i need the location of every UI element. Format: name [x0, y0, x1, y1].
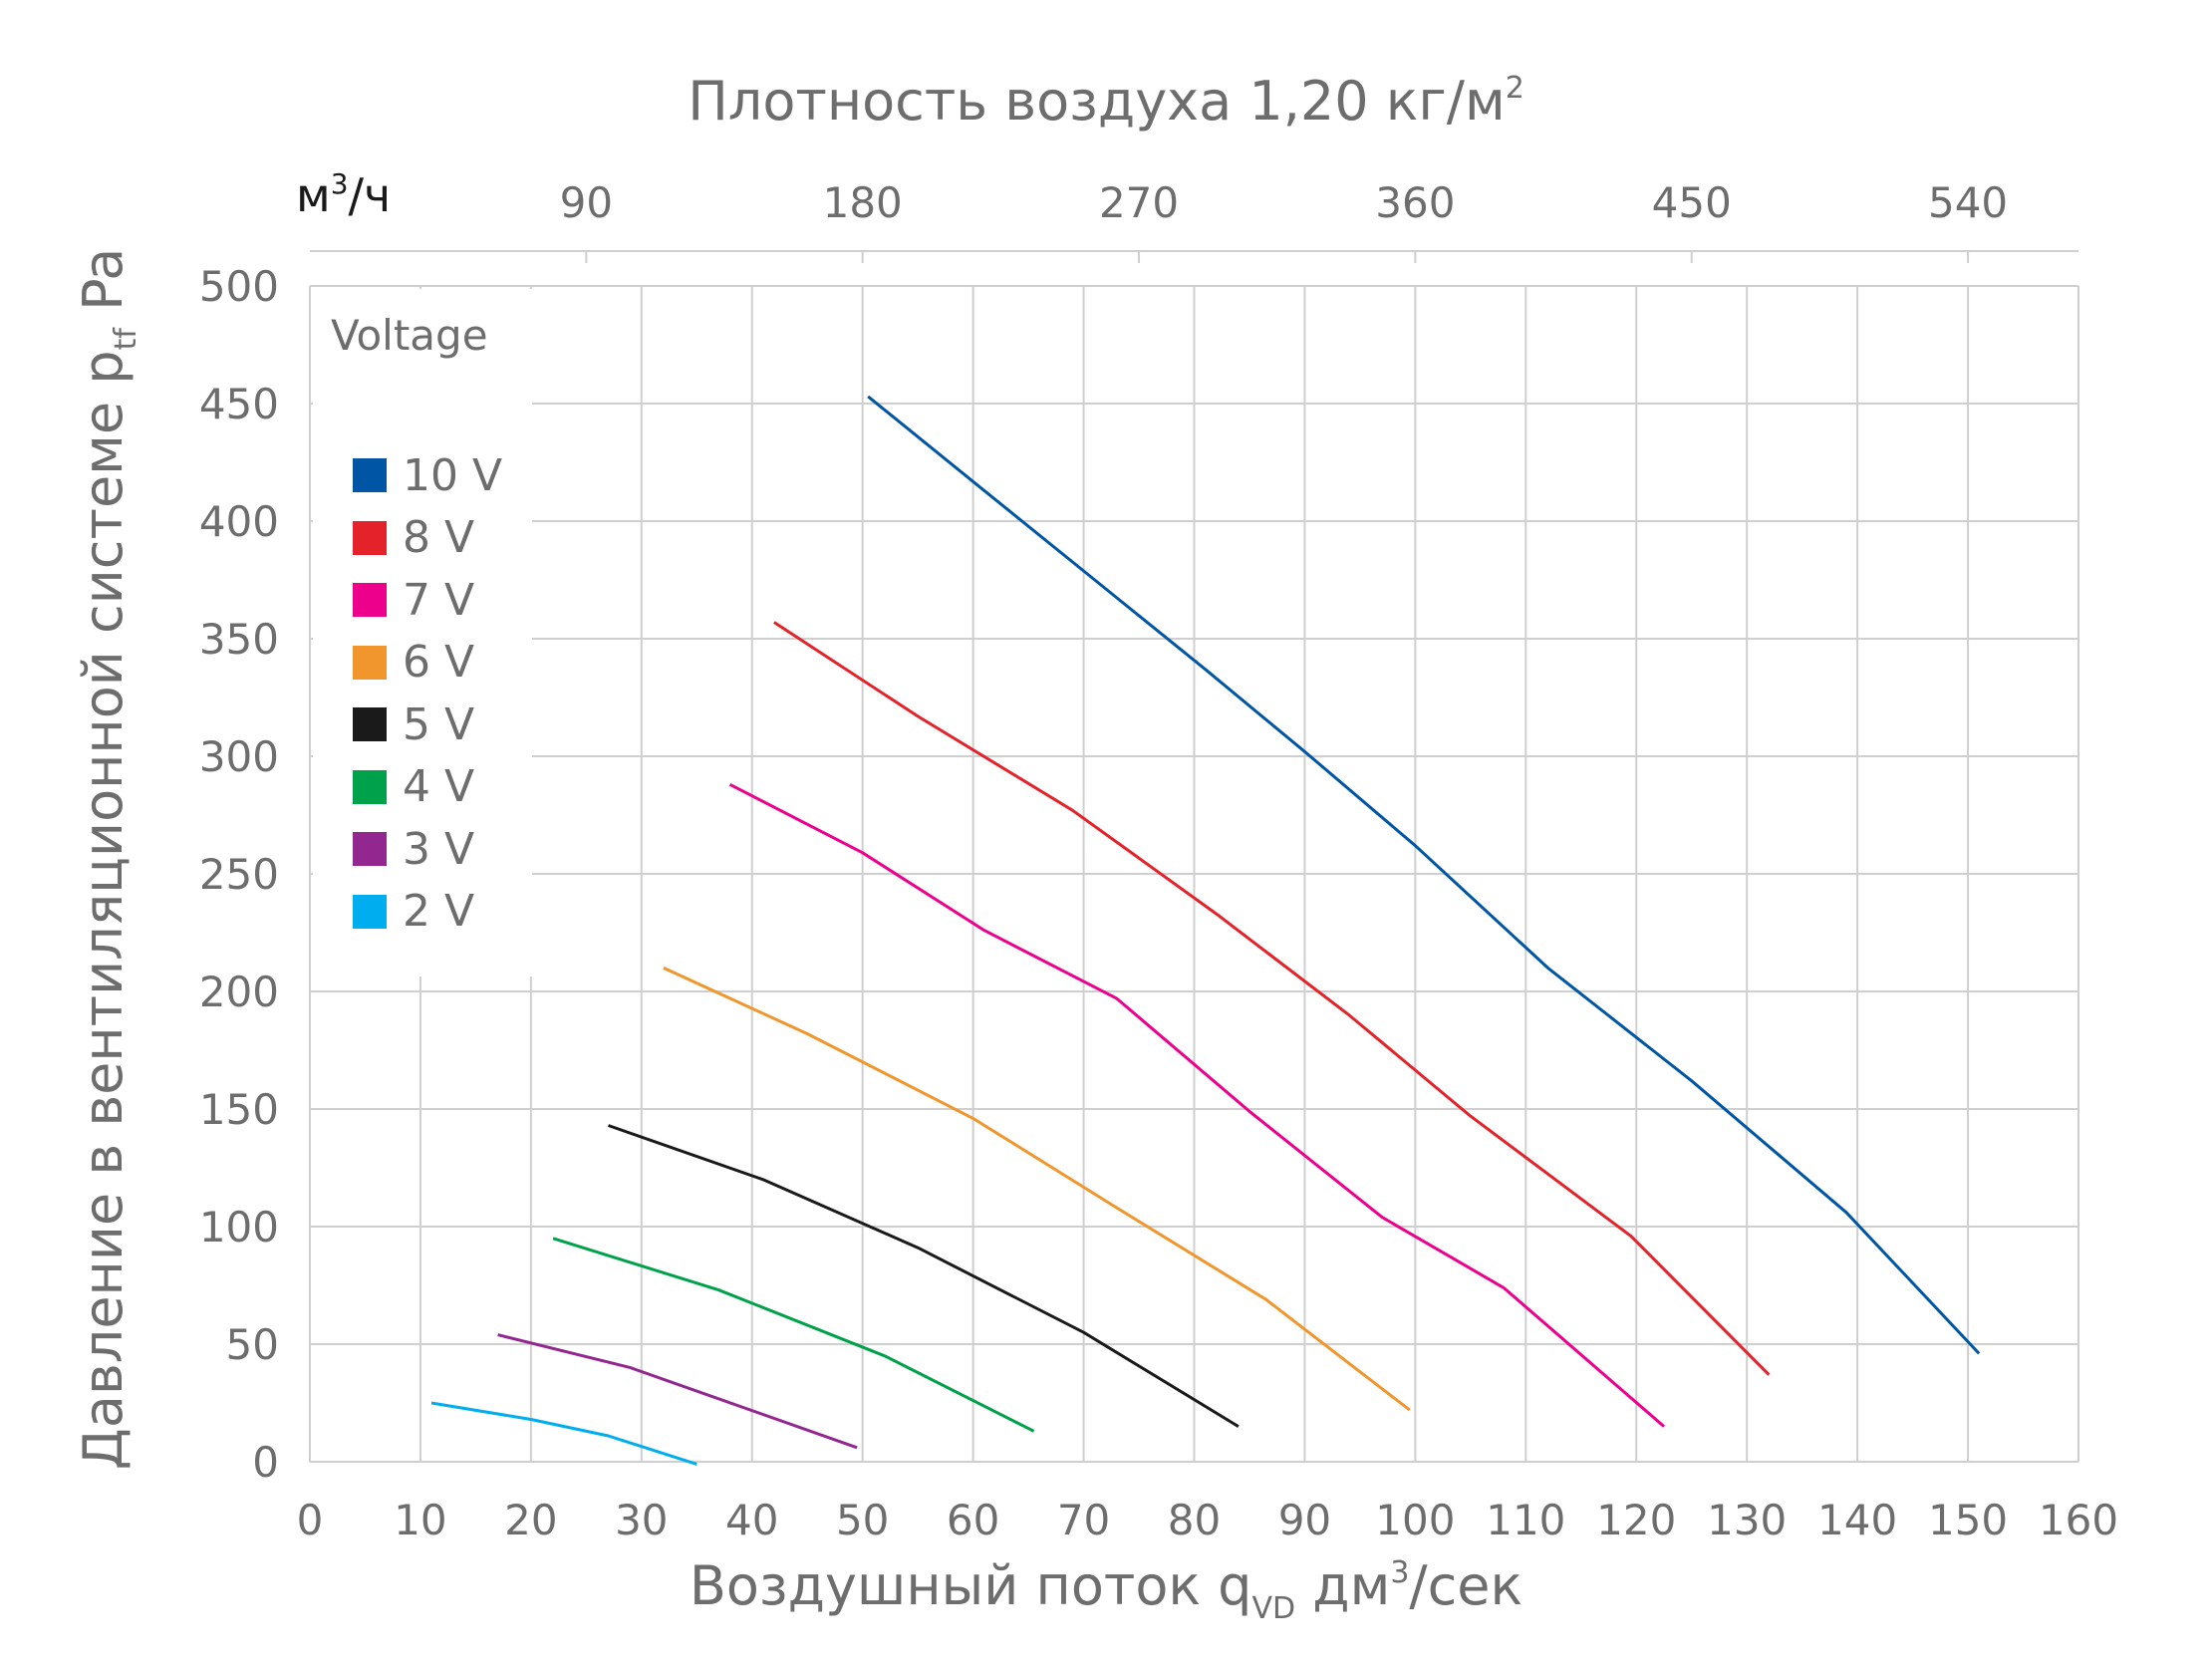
legend-swatch: [353, 520, 387, 555]
legend-item: 4 V: [353, 761, 475, 812]
legend-swatch: [353, 832, 387, 866]
secondary-tick-label: 180: [823, 178, 903, 227]
x-axis-title: Воздушный поток qVD дм3/сек: [689, 1554, 1523, 1626]
legend-item: 3 V: [353, 823, 475, 875]
legend-label: 4 V: [403, 761, 475, 812]
x-tick-label: 150: [1928, 1496, 2008, 1544]
series-lines: [430, 395, 1981, 1466]
x-tick-label: 70: [1057, 1496, 1110, 1544]
x-tick-label: 130: [1707, 1496, 1787, 1544]
y-tick-label: 50: [226, 1320, 279, 1369]
x-tick-label: 30: [615, 1496, 668, 1544]
series-line-6v: [663, 967, 1411, 1412]
secondary-tick-label: 450: [1652, 178, 1732, 227]
tick-labels: 0 50 100 150 200 250 300 350 400 450 500 0 10 20 30 40 5…: [199, 178, 2118, 1544]
y-tick-label: 300: [199, 732, 279, 781]
legend-item: 6 V: [353, 637, 475, 688]
x-tick-label: 40: [725, 1496, 778, 1544]
series-line-4v: [552, 1237, 1035, 1433]
legend-swatch: [353, 645, 387, 680]
y-axis-title: Давление в вентиляционной системе ptf Pa: [72, 247, 143, 1471]
y-tick-label: 450: [199, 380, 279, 428]
legend-item: 7 V: [353, 574, 475, 626]
legend-item: 2 V: [353, 886, 475, 937]
secondary-tick-label: 270: [1099, 178, 1179, 227]
x-tick-label: 60: [947, 1496, 999, 1544]
secondary-tick-label: 540: [1928, 178, 2008, 227]
legend-item: 10 V: [353, 449, 503, 501]
axes: [310, 250, 2078, 263]
series-line-7v: [728, 782, 1665, 1428]
series-line-3v: [497, 1333, 858, 1450]
series-line-2v: [430, 1401, 697, 1466]
grid-lines: [309, 285, 2079, 1463]
x-tick-label: 100: [1375, 1496, 1455, 1544]
legend-title: Voltage: [331, 311, 488, 360]
x-tick-label: 120: [1596, 1496, 1676, 1544]
legend-swatch: [353, 894, 387, 929]
legend-swatch: [353, 769, 387, 804]
x-tick-label: 140: [1817, 1496, 1897, 1544]
legend-label: 2 V: [403, 886, 475, 937]
x-tick-label: 0: [297, 1496, 324, 1544]
x-tick-label: 50: [836, 1496, 889, 1544]
secondary-tick-label: 90: [560, 178, 613, 227]
legend-item: 5 V: [353, 698, 475, 750]
series-line-8v: [773, 621, 1771, 1376]
x-tick-label: 110: [1486, 1496, 1565, 1544]
legend-label: 8 V: [403, 512, 475, 563]
chart-title: Плотность воздуха 1,20 кг/м2: [688, 70, 1524, 133]
y-tick-label: 400: [199, 497, 279, 546]
y-tick-label: 100: [199, 1203, 279, 1252]
legend-item: 8 V: [353, 512, 475, 563]
legend-label: 5 V: [403, 698, 475, 750]
x-tick-label: 10: [394, 1496, 446, 1544]
secondary-axis-unit: м3/ч: [296, 167, 392, 222]
legend-label: 7 V: [403, 574, 475, 626]
y-tick-label: 150: [199, 1085, 279, 1134]
legend-swatch: [353, 583, 387, 617]
legend-background: [313, 289, 532, 976]
y-tick-label: 0: [252, 1438, 279, 1487]
x-tick-label: 90: [1278, 1496, 1331, 1544]
x-tick-label: 80: [1168, 1496, 1221, 1544]
secondary-tick-label: 360: [1375, 178, 1455, 227]
y-tick-label: 250: [199, 850, 279, 899]
y-tick-label: 200: [199, 968, 279, 1016]
legend-label: 10 V: [403, 449, 503, 501]
legend-label: 3 V: [403, 823, 475, 875]
y-tick-label: 350: [199, 615, 279, 664]
x-tick-label: 20: [504, 1496, 557, 1544]
x-tick-label: 160: [2039, 1496, 2118, 1544]
legend-label: 6 V: [403, 637, 475, 688]
series-line-10v: [867, 395, 1981, 1355]
series-line-5v: [608, 1124, 1240, 1428]
legend-swatch: [353, 707, 387, 741]
y-tick-label: 500: [199, 262, 279, 311]
legend-swatch: [353, 458, 387, 492]
